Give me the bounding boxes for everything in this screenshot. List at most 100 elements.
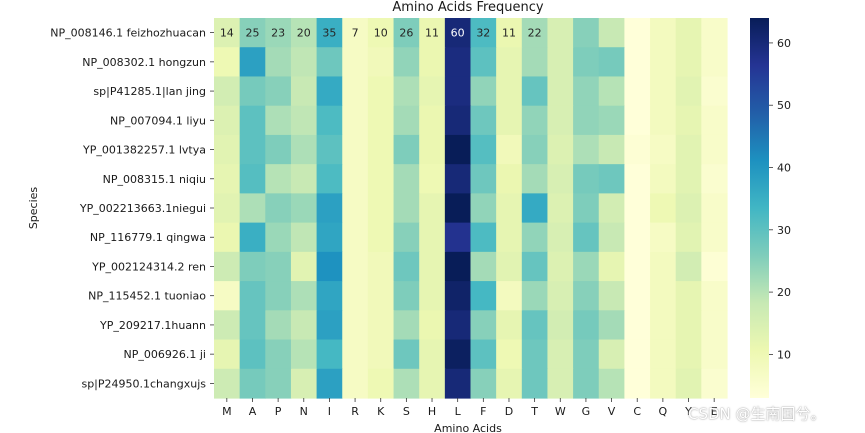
x-axis-label: Amino Acids [434, 422, 502, 433]
heatmap-cell [598, 368, 625, 399]
heatmap-cell [265, 251, 292, 282]
cell-annotation: 7 [352, 27, 359, 40]
heatmap-cell [496, 281, 523, 311]
heatmap-cell [521, 339, 549, 370]
heatmap-cell [496, 368, 523, 399]
heatmap-cell [496, 76, 523, 107]
heatmap-cell [239, 47, 266, 78]
heatmap-cell [393, 281, 420, 311]
heatmap-cell [675, 164, 702, 194]
x-tick-label: F [480, 405, 486, 418]
heatmap-cell [701, 18, 728, 48]
heatmap-cell [598, 164, 625, 194]
heatmap-cell [316, 339, 343, 370]
heatmap-cell [265, 368, 292, 399]
heatmap-cell [265, 105, 292, 136]
heatmap-cell [547, 47, 574, 78]
heatmap-cell [367, 47, 395, 78]
heatmap-cell [290, 164, 318, 194]
y-tick-label: YP_001382257.1 lvtya [82, 144, 206, 157]
y-tick-label: NP_006926.1 ji [124, 348, 206, 361]
y-tick-label: YP_002124314.2 ren [91, 260, 206, 273]
heatmap-cell [444, 193, 472, 224]
heatmap-cell [470, 222, 497, 253]
heatmap-cell [393, 368, 420, 399]
heatmap-cell [444, 47, 472, 78]
heatmap-cell [214, 18, 241, 48]
heatmap-cell [316, 251, 343, 282]
heatmap-cell [496, 47, 523, 78]
chart-title: Amino Acids Frequency [392, 0, 544, 15]
heatmap-cell [214, 193, 241, 224]
watermark-text: CSDN @生南国兮。 [688, 405, 826, 423]
heatmap-cell [419, 47, 446, 78]
heatmap-cell [265, 339, 292, 370]
heatmap-cell [239, 76, 266, 107]
heatmap-cell [675, 281, 702, 311]
x-tick-label: L [455, 405, 462, 418]
y-tick-label: YP_002213663.1niegui [79, 202, 206, 215]
x-tick-label: M [222, 405, 232, 418]
heatmap-cell [701, 339, 728, 370]
cell-annotation: 25 [245, 27, 259, 40]
heatmap-cell [342, 164, 369, 194]
x-tick-label: Y [684, 405, 692, 418]
heatmap-cell [239, 164, 266, 194]
heatmap-cell [624, 47, 651, 78]
colorbar-tick-label: 60 [777, 37, 791, 50]
heatmap-cell [573, 134, 600, 165]
heatmap-cell [393, 310, 420, 341]
heatmap-cell [624, 18, 651, 48]
heatmap-cell [393, 339, 420, 370]
heatmap-cell [470, 18, 497, 48]
heatmap-cell [367, 134, 395, 165]
heatmap-cell [342, 134, 369, 165]
heatmap-cell [598, 281, 625, 311]
heatmap-cell [290, 193, 318, 224]
heatmap-cell [650, 368, 677, 399]
heatmap-cell [367, 251, 395, 282]
heatmap-cell [419, 76, 446, 107]
heatmap-cell [598, 310, 625, 341]
heatmap-cell [470, 105, 497, 136]
heatmap-cell [290, 339, 318, 370]
heatmap-cell [547, 193, 574, 224]
x-tick-label: I [328, 405, 331, 418]
y-tick-label: YP_209217.1huann [99, 319, 206, 332]
heatmap-cell [239, 310, 266, 341]
heatmap-cell [675, 47, 702, 78]
x-tick-label: A [249, 405, 257, 418]
heatmap-cell [675, 368, 702, 399]
heatmap-cell [419, 18, 446, 48]
heatmap-cell [650, 18, 677, 48]
heatmap-cell [624, 339, 651, 370]
heatmap-cell [265, 47, 292, 78]
heatmap-cell [342, 18, 369, 48]
heatmap-cell [419, 222, 446, 253]
heatmap-cell [624, 193, 651, 224]
heatmap-cell [624, 164, 651, 194]
heatmap-cell [444, 164, 472, 194]
heatmap-cell [650, 193, 677, 224]
heatmap-cell [547, 310, 574, 341]
heatmap-cell [239, 18, 266, 48]
heatmap-cell [496, 222, 523, 253]
heatmap-cell [650, 76, 677, 107]
heatmap-cell [316, 368, 343, 399]
cell-annotation: 26 [399, 27, 413, 40]
heatmap-cell [650, 222, 677, 253]
heatmap-cell [470, 339, 497, 370]
x-tick-label: G [582, 405, 591, 418]
y-tick-label: sp|P41285.1|lan jing [93, 85, 206, 98]
heatmap-cell [547, 76, 574, 107]
heatmap-cell [419, 339, 446, 370]
heatmap-cell [624, 281, 651, 311]
heatmap-cell [342, 193, 369, 224]
heatmap-cell [675, 105, 702, 136]
heatmap-cell [624, 222, 651, 253]
heatmap-cell [214, 251, 241, 282]
y-axis-label: Species [27, 187, 40, 230]
heatmap-cell [547, 368, 574, 399]
heatmap-cell [316, 281, 343, 311]
heatmap-cell [444, 222, 472, 253]
